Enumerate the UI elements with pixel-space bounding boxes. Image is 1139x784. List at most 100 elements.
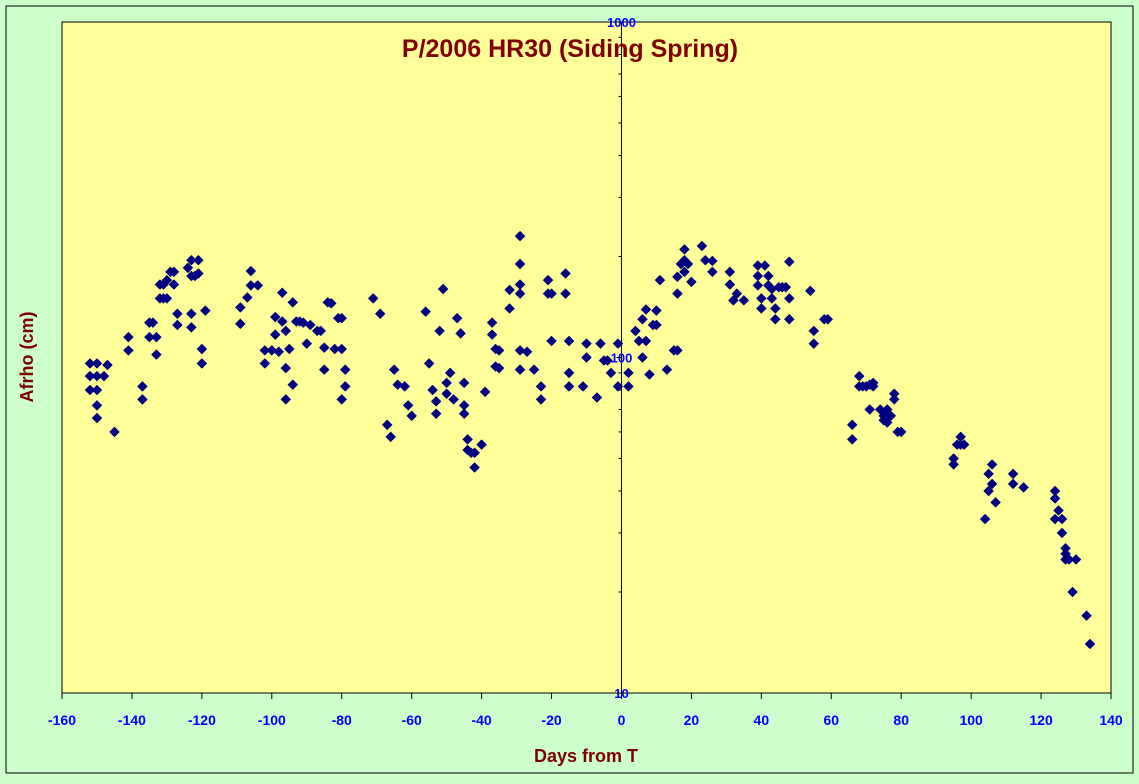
- data-point: [91, 412, 103, 424]
- data-point: [109, 426, 120, 438]
- data-point: [367, 293, 379, 304]
- data-point: [318, 364, 330, 376]
- data-point: [679, 244, 690, 255]
- data-point: [193, 268, 204, 279]
- data-point: [441, 377, 452, 389]
- data-point: [200, 305, 211, 316]
- x-tick-label: 100: [959, 712, 983, 728]
- data-point: [623, 367, 634, 379]
- data-point: [682, 258, 694, 270]
- data-point: [102, 359, 113, 371]
- data-point: [234, 302, 246, 313]
- y-tick-label: 10: [614, 686, 628, 701]
- data-point: [738, 295, 750, 306]
- data-point: [448, 394, 459, 405]
- x-tick-label: -140: [118, 712, 146, 728]
- data-point: [151, 349, 162, 360]
- data-point: [91, 384, 103, 396]
- data-point: [182, 262, 194, 274]
- data-point: [560, 268, 571, 279]
- data-point: [769, 313, 781, 325]
- data-point: [783, 293, 795, 304]
- data-point: [679, 266, 690, 278]
- data-point: [402, 400, 414, 411]
- data-point: [406, 410, 418, 422]
- data-point: [1007, 478, 1019, 490]
- data-point: [196, 343, 208, 355]
- data-point: [637, 313, 648, 325]
- x-tick-label: 80: [893, 712, 909, 728]
- data-point: [1067, 586, 1078, 598]
- data-point: [493, 362, 505, 374]
- data-point: [672, 345, 683, 356]
- data-point: [759, 260, 771, 271]
- data-point: [430, 396, 442, 407]
- data-point: [476, 439, 487, 450]
- data-point: [123, 345, 134, 356]
- data-point: [808, 325, 820, 337]
- data-point: [388, 364, 400, 376]
- data-point: [168, 279, 180, 290]
- data-point: [1081, 610, 1092, 622]
- data-point: [458, 377, 470, 389]
- data-point: [661, 364, 673, 376]
- data-point: [853, 370, 865, 382]
- data-point: [846, 434, 858, 445]
- data-point: [535, 381, 547, 392]
- y-tick-label: 100: [611, 351, 633, 366]
- data-point: [528, 364, 540, 376]
- data-point: [137, 381, 148, 392]
- x-tick-label: 20: [684, 712, 700, 728]
- data-point: [769, 303, 781, 314]
- data-point: [1049, 493, 1061, 504]
- data-point: [266, 345, 278, 356]
- data-point: [325, 298, 337, 309]
- data-point: [979, 513, 991, 525]
- data-point: [315, 325, 327, 337]
- data-point: [1053, 505, 1064, 516]
- data-point: [563, 381, 575, 392]
- data-point: [493, 345, 505, 356]
- data-point: [804, 285, 816, 297]
- data-point: [895, 426, 907, 438]
- data-point: [423, 358, 435, 369]
- data-point: [241, 292, 253, 303]
- data-point: [514, 364, 526, 376]
- data-point: [707, 266, 718, 278]
- data-point: [259, 358, 271, 369]
- x-tick-label: 120: [1029, 712, 1053, 728]
- data-point: [514, 288, 526, 299]
- data-point: [602, 355, 613, 366]
- data-point: [563, 335, 575, 347]
- x-tick-label: -40: [471, 712, 491, 728]
- data-point: [252, 280, 264, 291]
- data-point: [1056, 527, 1068, 539]
- x-tick-label: 60: [823, 712, 839, 728]
- data-point: [955, 431, 966, 443]
- data-point: [672, 288, 683, 299]
- data-point: [696, 240, 708, 252]
- x-tick-label: -80: [332, 712, 352, 728]
- data-point: [168, 266, 180, 278]
- data-point: [269, 311, 281, 323]
- data-point: [1049, 485, 1061, 497]
- chart-title: P/2006 HR30 (Siding Spring): [402, 35, 738, 63]
- data-point: [990, 497, 1001, 508]
- data-point: [595, 338, 606, 349]
- data-point: [651, 305, 662, 316]
- data-point: [437, 283, 449, 295]
- data-point: [755, 303, 767, 314]
- data-point: [644, 369, 655, 380]
- x-tick-label: -20: [541, 712, 561, 728]
- data-point: [724, 266, 736, 278]
- data-point: [612, 381, 624, 392]
- data-point: [245, 265, 257, 277]
- y-tick-label: 1000: [607, 15, 636, 30]
- data-point: [766, 293, 778, 304]
- data-point: [441, 388, 452, 400]
- data-point: [888, 388, 900, 400]
- data-point: [1070, 554, 1082, 565]
- data-point: [577, 381, 589, 392]
